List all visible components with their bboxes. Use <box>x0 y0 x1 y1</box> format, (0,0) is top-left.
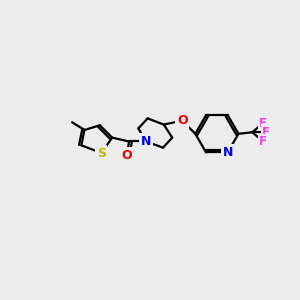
Text: N: N <box>223 146 233 159</box>
Text: O: O <box>122 149 132 162</box>
Text: F: F <box>259 116 267 130</box>
Text: O: O <box>177 114 188 127</box>
Text: F: F <box>259 135 267 148</box>
Text: N: N <box>141 135 151 148</box>
Text: F: F <box>262 126 270 139</box>
Text: S: S <box>97 146 106 160</box>
